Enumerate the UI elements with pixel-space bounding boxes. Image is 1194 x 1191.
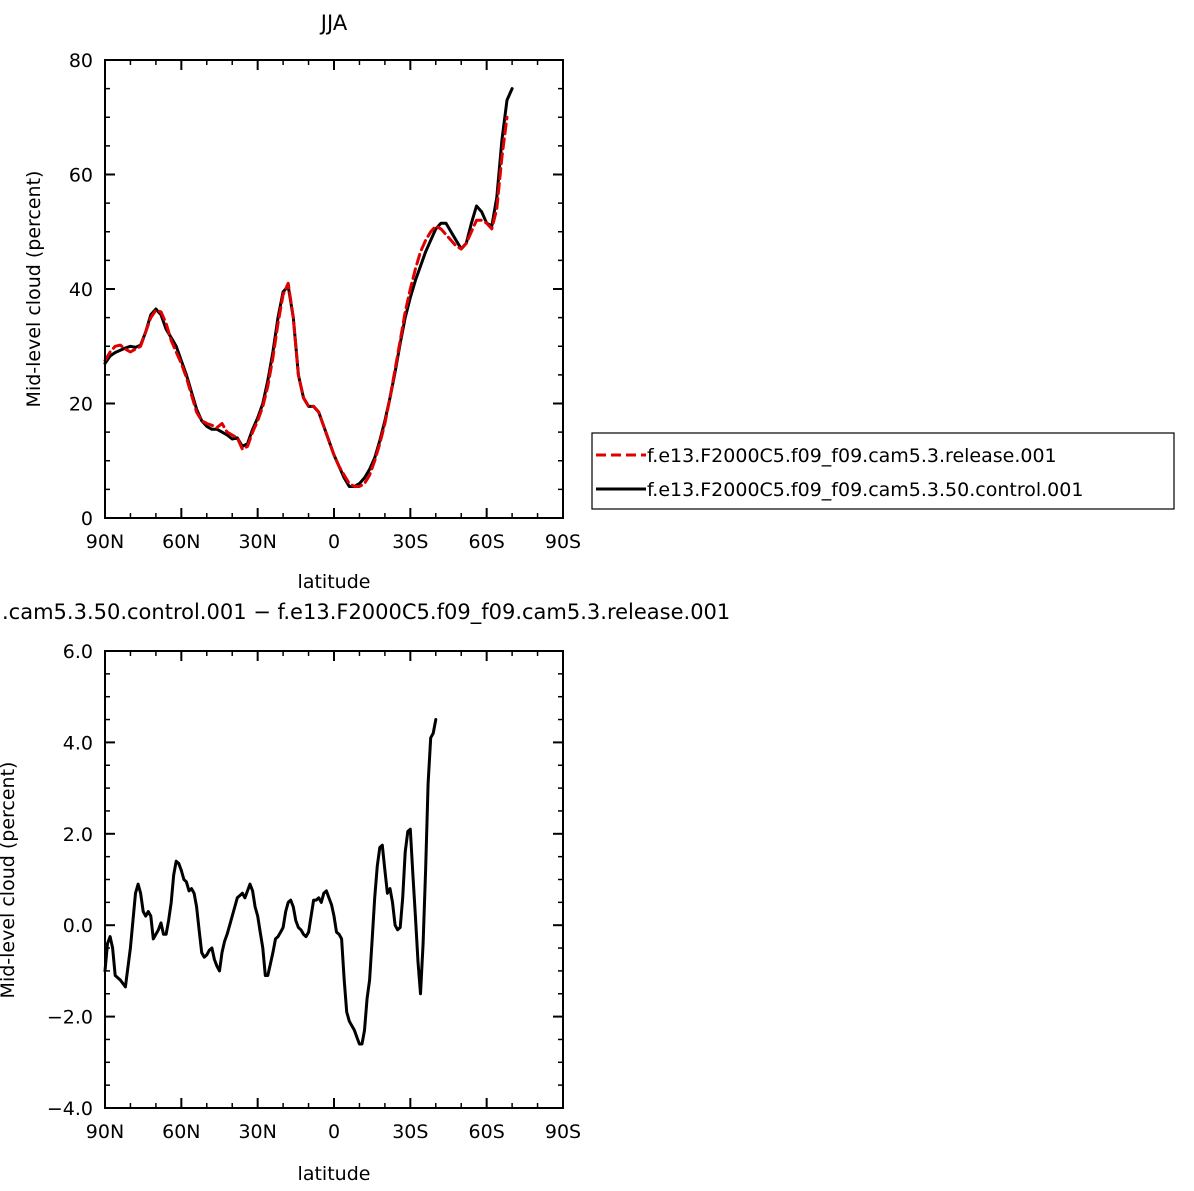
top-series-line-release: [103, 115, 509, 488]
bottom-chart-title: .cam5.3.50.control.001 − f.e13.F2000C5.f…: [2, 600, 730, 625]
top-y-tick-label: 60: [69, 165, 93, 187]
top-x-tick-label: 0: [328, 531, 340, 553]
bottom-x-axis-title: latitude: [298, 1163, 371, 1185]
top-x-tick-label: 90N: [86, 531, 124, 553]
top-x-tick-label: 60S: [469, 531, 505, 553]
top-y-tick-label: 40: [69, 279, 93, 301]
legend: f.e13.F2000C5.f09_f09.cam5.3.release.001…: [591, 432, 1175, 510]
bottom-y-tick-label: 2.0: [63, 824, 93, 846]
bottom-x-tick-label: 60S: [469, 1121, 505, 1143]
legend-label-release: f.e13.F2000C5.f09_f09.cam5.3.release.001: [647, 445, 1057, 467]
top-x-axis-title: latitude: [298, 571, 371, 593]
top-y-tick-label: 80: [69, 50, 93, 72]
top-x-tick-label: 60N: [162, 531, 200, 553]
bottom-x-tick-label: 0: [328, 1121, 340, 1143]
bottom-y-tick-label: 6.0: [63, 641, 93, 663]
legend-box: [591, 432, 1175, 510]
bottom-x-tick-label: 30S: [392, 1121, 428, 1143]
top-x-tick-label: 30N: [238, 531, 276, 553]
top-plot-frame: [104, 59, 564, 519]
bottom-y-tick-label: 0.0: [63, 915, 93, 937]
bottom-panel: .cam5.3.50.control.001 − f.e13.F2000C5.f…: [0, 600, 730, 1185]
legend-label-control: f.e13.F2000C5.f09_f09.cam5.3.50.control.…: [647, 479, 1083, 501]
bottom-x-tick-label: 60N: [162, 1121, 200, 1143]
top-y-axis-title: Mid-level cloud (percent): [23, 171, 45, 408]
bottom-axes: 90N 60N 30N 0 30S 60S 90S −4.0 −2.0 0.0 2.0 4.0 6.0: [47, 641, 581, 1143]
bottom-y-tick-label: −4.0: [47, 1098, 93, 1120]
bottom-series-line-difference: [103, 718, 438, 1046]
bottom-y-tick-label: −2.0: [47, 1007, 93, 1029]
bottom-x-tick-label: 90N: [86, 1121, 124, 1143]
bottom-series-group: [103, 718, 438, 1046]
top-axes: 90N 60N 30N 0 30S 60S 90S 0 20 40 60 80: [69, 50, 581, 553]
bottom-x-tick-label: 90S: [545, 1121, 581, 1143]
top-y-tick-label: 0: [81, 508, 93, 530]
top-chart-title: JJA: [319, 11, 348, 35]
top-x-tick-label: 90S: [545, 531, 581, 553]
bottom-x-tick-label: 30N: [238, 1121, 276, 1143]
top-series-line-control: [103, 87, 514, 488]
bottom-y-axis-title-clip: Mid-level cloud (percent): [0, 762, 19, 999]
top-x-tick-label: 30S: [392, 531, 428, 553]
bottom-y-tick-label: 4.0: [63, 732, 93, 754]
top-panel: JJA 90N 60N 30N 0 30S 60S 90S 0 20 40 60 80 latitud…: [23, 11, 1175, 593]
top-y-tick-label: 20: [69, 394, 93, 416]
bottom-y-axis-title: Mid-level cloud (percent): [0, 762, 19, 999]
top-series-group: [103, 87, 514, 488]
